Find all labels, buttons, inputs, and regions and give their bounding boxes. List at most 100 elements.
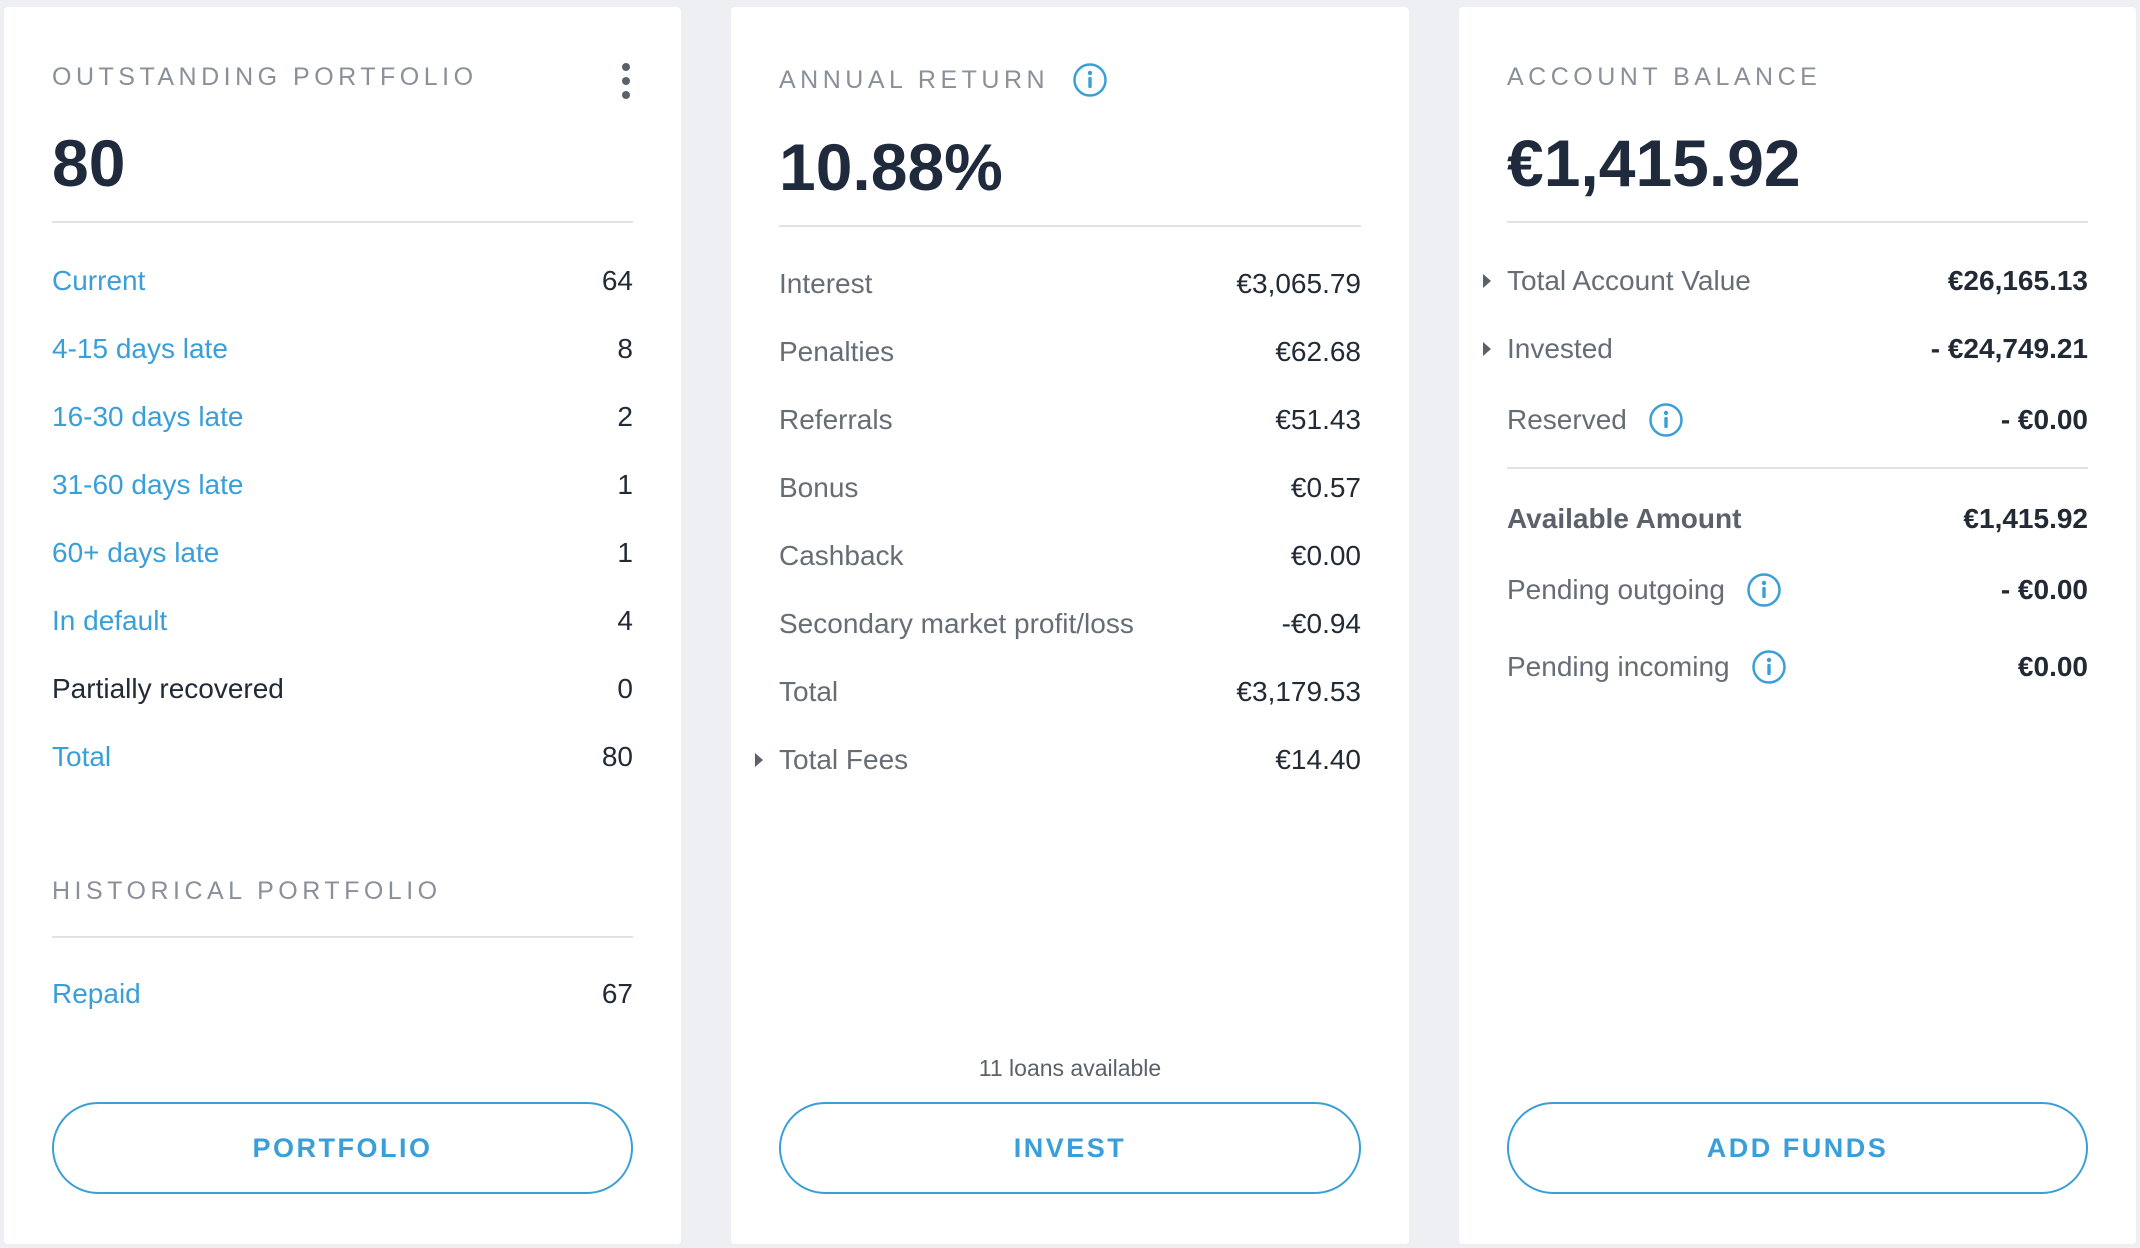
row-label[interactable]: 16-30 days late — [52, 401, 244, 432]
annual-return-title-wrap: ANNUAL RETURN — [779, 63, 1107, 97]
row-value: €51.43 — [1275, 404, 1361, 435]
return-row-total-fees[interactable]: Total Fees €14.40 — [755, 735, 1361, 785]
caret-right-icon[interactable] — [1483, 274, 1491, 288]
historical-portfolio-title: HISTORICAL PORTFOLIO — [52, 877, 442, 905]
balance-row-available-amount: Available Amount €1,415.92 — [1507, 494, 2088, 544]
row-value: 2 — [617, 401, 633, 432]
row-value: €0.00 — [1290, 540, 1361, 571]
row-label[interactable]: Current — [52, 265, 146, 296]
return-row-total: Total €3,179.53 — [779, 667, 1361, 717]
balance-row-reserved: Reserved - €0.00 — [1507, 395, 2088, 445]
row-label: Available Amount — [1507, 503, 1742, 534]
return-row-penalties: Penalties €62.68 — [779, 327, 1361, 377]
row-label: Pending outgoing — [1507, 574, 1725, 605]
divider — [52, 221, 633, 223]
balance-row-invested[interactable]: Invested - €24,749.21 — [1483, 324, 2088, 374]
portfolio-row-60-plus-days-late[interactable]: 60+ days late 1 — [52, 528, 633, 578]
return-row-secondary-market: Secondary market profit/loss -€0.94 — [779, 599, 1361, 649]
divider — [1507, 221, 2088, 223]
row-label[interactable]: Total — [52, 741, 112, 772]
portfolio-row-partially-recovered: Partially recovered 0 — [52, 664, 633, 714]
outstanding-portfolio-count: 80 — [52, 126, 126, 200]
row-label: Pending incoming — [1507, 651, 1730, 682]
row-label: Partially recovered — [52, 673, 284, 704]
portfolio-row-31-60-days-late[interactable]: 31-60 days late 1 — [52, 460, 633, 510]
info-icon[interactable] — [1751, 650, 1786, 684]
row-value: €3,179.53 — [1236, 676, 1361, 707]
row-value: 67 — [601, 978, 633, 1009]
loans-available-note: 11 loans available — [978, 1055, 1162, 1081]
row-label-wrap: Reserved — [1507, 403, 1683, 437]
row-value: 0 — [617, 673, 633, 704]
row-label-wrap: Pending incoming — [1507, 650, 1786, 684]
row-label: Total — [779, 676, 839, 707]
portfolio-row-current[interactable]: Current 64 — [52, 256, 633, 306]
row-value: €0.57 — [1290, 472, 1361, 503]
row-label[interactable]: Total Fees — [779, 744, 909, 775]
row-label: Bonus — [779, 472, 859, 503]
return-row-bonus: Bonus €0.57 — [779, 463, 1361, 513]
row-value: - €0.00 — [2000, 574, 2088, 605]
annual-return-value: 10.88% — [779, 130, 1003, 204]
balance-row-pending-outgoing: Pending outgoing - €0.00 — [1507, 565, 2088, 615]
row-label[interactable]: 60+ days late — [52, 537, 220, 568]
portfolio-row-4-15-days-late[interactable]: 4-15 days late 8 — [52, 324, 633, 374]
info-icon[interactable] — [1649, 403, 1683, 437]
kebab-menu-icon[interactable] — [619, 63, 633, 99]
row-label[interactable]: In default — [52, 605, 168, 636]
row-value: - €0.00 — [2000, 404, 2088, 435]
row-label-wrap: Pending outgoing — [1507, 573, 1781, 607]
divider — [1507, 467, 2088, 469]
row-value: €26,165.13 — [1947, 265, 2088, 296]
row-value: 64 — [601, 265, 633, 296]
return-row-interest: Interest €3,065.79 — [779, 259, 1361, 309]
balance-row-pending-incoming: Pending incoming €0.00 — [1507, 642, 2088, 692]
balance-row-total-account-value[interactable]: Total Account Value €26,165.13 — [1483, 256, 2088, 306]
account-balance-title: ACCOUNT BALANCE — [1507, 63, 1822, 91]
row-label: Secondary market profit/loss — [779, 608, 1134, 639]
caret-right-icon[interactable] — [1483, 342, 1491, 356]
annual-return-title: ANNUAL RETURN — [779, 65, 1050, 94]
row-value: 80 — [601, 741, 633, 772]
row-label[interactable]: Total Account Value — [1507, 265, 1751, 296]
outstanding-portfolio-card: OUTSTANDING PORTFOLIO 80 Current 64 4-15… — [4, 7, 681, 1244]
row-value: 1 — [617, 469, 633, 500]
add-funds-button[interactable]: ADD FUNDS — [1507, 1102, 2088, 1194]
row-value: €14.40 — [1275, 744, 1361, 775]
row-label[interactable]: Invested — [1507, 333, 1613, 364]
portfolio-row-16-30-days-late[interactable]: 16-30 days late 2 — [52, 392, 633, 442]
divider — [52, 936, 633, 938]
outstanding-portfolio-title: OUTSTANDING PORTFOLIO — [52, 63, 478, 91]
row-label: Reserved — [1507, 404, 1627, 435]
row-value: 1 — [617, 537, 633, 568]
account-balance-value: €1,415.92 — [1507, 126, 1801, 200]
row-value: -€0.94 — [1281, 608, 1361, 639]
row-label[interactable]: Repaid — [52, 978, 141, 1009]
portfolio-button[interactable]: PORTFOLIO — [52, 1102, 633, 1194]
account-balance-card: ACCOUNT BALANCE €1,415.92 Total Account … — [1459, 7, 2136, 1244]
annual-return-card: ANNUAL RETURN 10.88% Interest €3,065.79 … — [731, 7, 1409, 1244]
row-value: €1,415.92 — [1963, 503, 2088, 534]
caret-right-icon[interactable] — [755, 753, 763, 767]
row-label: Referrals — [779, 404, 893, 435]
divider — [779, 225, 1361, 227]
row-label: Cashback — [779, 540, 904, 571]
return-row-cashback: Cashback €0.00 — [779, 531, 1361, 581]
invest-button[interactable]: INVEST — [779, 1102, 1361, 1194]
row-value: €0.00 — [2017, 651, 2088, 682]
row-value: €3,065.79 — [1236, 268, 1361, 299]
portfolio-row-repaid[interactable]: Repaid 67 — [52, 969, 633, 1019]
row-value: €62.68 — [1275, 336, 1361, 367]
info-icon[interactable] — [1073, 63, 1107, 97]
row-label[interactable]: 31-60 days late — [52, 469, 244, 500]
row-label: Penalties — [779, 336, 895, 367]
row-label: Interest — [779, 268, 873, 299]
row-label[interactable]: 4-15 days late — [52, 333, 228, 364]
return-row-referrals: Referrals €51.43 — [779, 395, 1361, 445]
row-value: 4 — [617, 605, 633, 636]
portfolio-row-in-default[interactable]: In default 4 — [52, 596, 633, 646]
portfolio-row-total[interactable]: Total 80 — [52, 732, 633, 782]
row-value: 8 — [617, 333, 633, 364]
info-icon[interactable] — [1747, 573, 1781, 607]
row-value: - €24,749.21 — [1930, 333, 2088, 364]
